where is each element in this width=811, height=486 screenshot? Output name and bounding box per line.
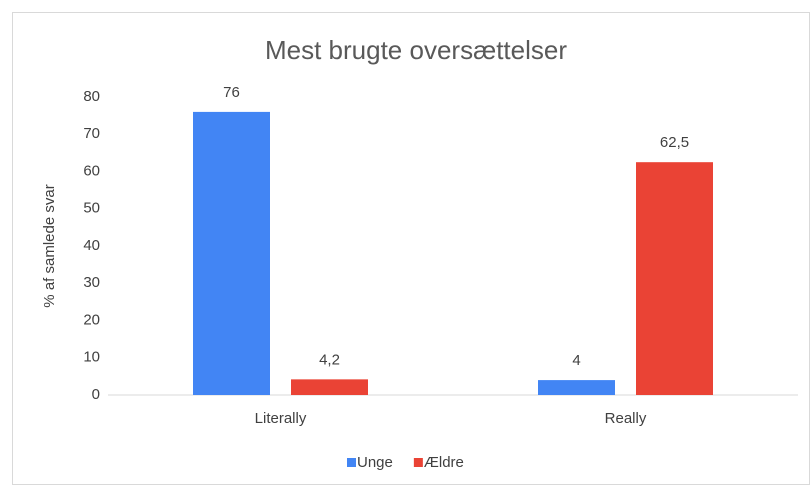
y-tick-label: 0 — [92, 386, 100, 403]
legend-label: Unge — [357, 454, 393, 471]
value-label: 76 — [223, 84, 240, 101]
y-tick-label: 70 — [83, 125, 100, 142]
value-label: 62,5 — [660, 134, 689, 151]
bar — [636, 162, 713, 395]
y-axis-label: % af samlede svar — [41, 184, 58, 307]
y-tick-label: 50 — [83, 200, 100, 217]
y-tick-label: 30 — [83, 274, 100, 291]
bar — [538, 380, 615, 395]
legend-swatch — [413, 458, 423, 467]
y-tick-label: 40 — [83, 237, 100, 254]
legend-swatch — [347, 458, 356, 467]
y-tick-label: 60 — [83, 162, 100, 179]
y-tick-label: 10 — [83, 349, 100, 366]
value-label: 4,2 — [319, 351, 340, 368]
bar — [193, 111, 270, 396]
chart-title: Mest brugte oversættelser — [265, 35, 567, 65]
value-label: 4 — [572, 352, 580, 369]
y-tick-label: 20 — [83, 311, 100, 328]
bar — [291, 379, 368, 395]
x-tick-label: Literally — [255, 410, 307, 427]
y-tick-label: 80 — [83, 88, 100, 105]
legend-label: Ældre — [424, 454, 464, 471]
x-tick-label: Really — [605, 410, 647, 427]
